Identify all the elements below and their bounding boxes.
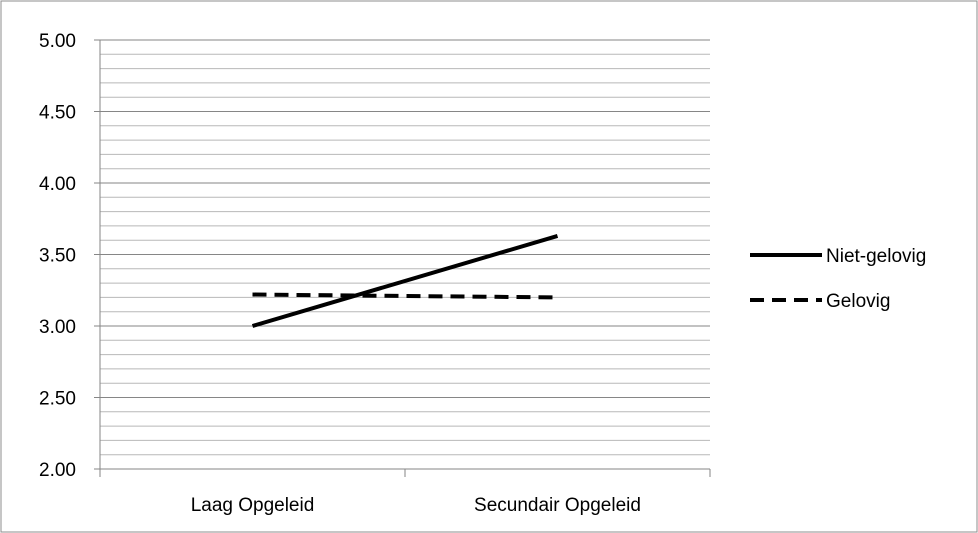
y-tick-label: 5.00 [39,31,76,52]
y-tick-label: 3.50 [39,246,76,267]
x-tick-label: Secundair Opgeleid [474,495,641,516]
y-tick-label: 2.00 [39,460,76,481]
legend-label: Niet-gelovig [826,246,926,267]
y-tick-label: 3.00 [39,317,76,338]
y-tick-label: 4.50 [39,103,76,124]
gridlines [100,39,710,456]
x-axis-ticks: Laag Opgeleid Secundair Opgeleid [99,469,711,516]
y-tick-label: 2.50 [39,389,76,410]
x-tick-label: Laag Opgeleid [191,495,315,516]
legend-label: Gelovig [826,291,890,312]
legend: Niet-gelovig Gelovig [750,246,926,312]
series-line-gelovig [252,292,558,300]
y-tick-label: 4.00 [39,174,76,195]
series-line-niet-gelovig [251,233,559,328]
series-lines [251,233,559,328]
y-axis-ticks: 2.00 2.50 3.00 3.50 4.00 4.50 5.00 [39,31,100,481]
